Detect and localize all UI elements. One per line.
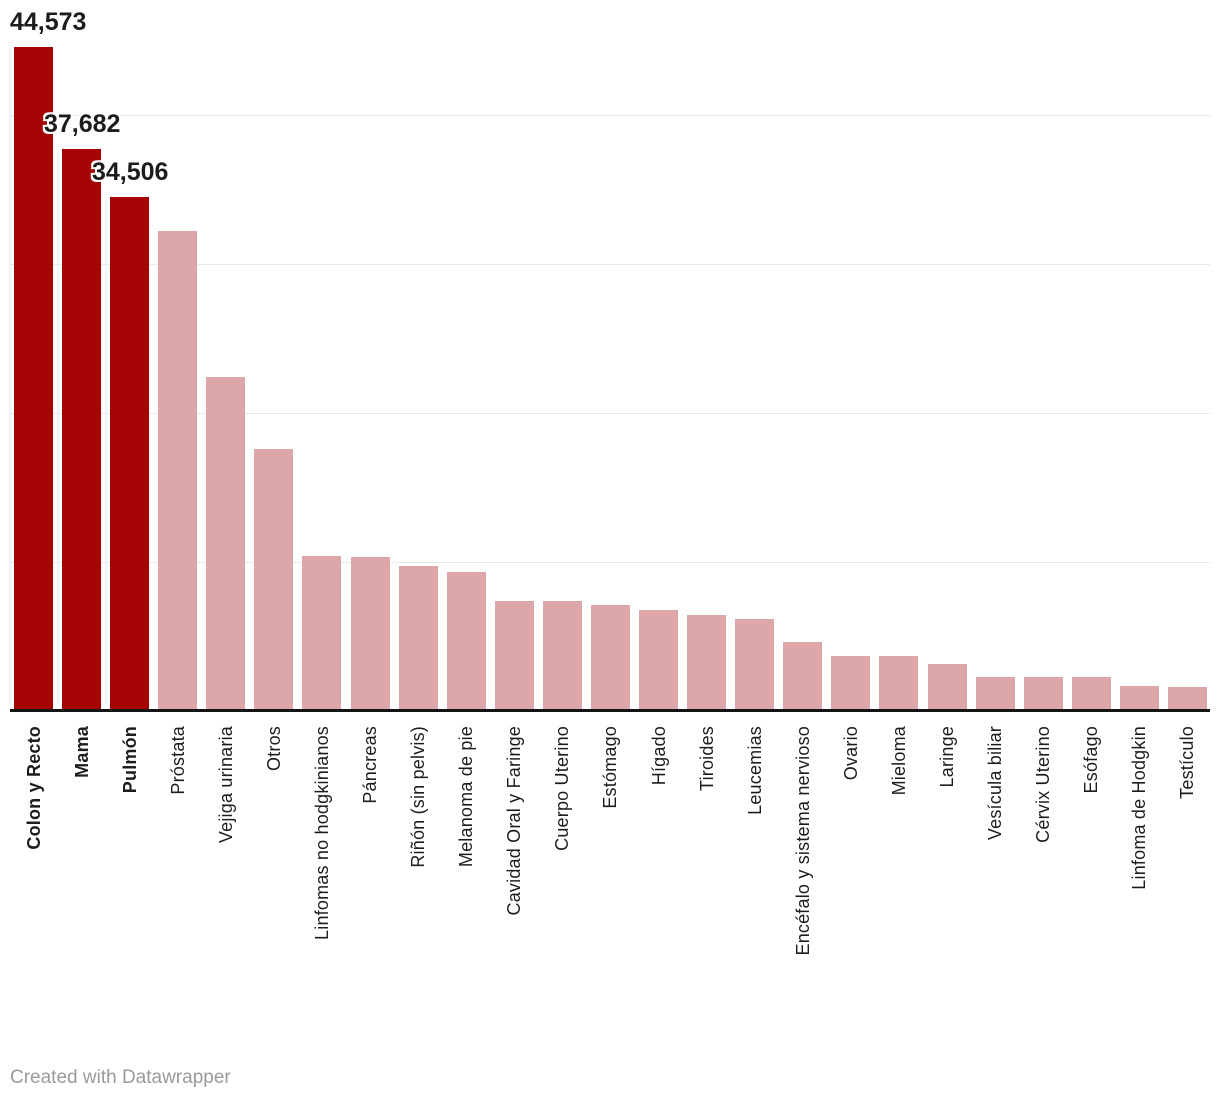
gridline-30000 — [10, 264, 1210, 265]
x-label-testículo: Testículo — [1177, 726, 1197, 799]
x-label-tiroides: Tiroides — [697, 726, 717, 791]
x-label-cérvix-uterino: Cérvix Uterino — [1033, 726, 1053, 843]
bar-cuerpo-uterino — [543, 601, 582, 711]
bar-mieloma — [879, 656, 918, 711]
bar-colon-y-recto — [14, 47, 53, 711]
bar-cavidad-oral-y-faringe — [495, 601, 534, 711]
bar-laringe — [928, 664, 967, 711]
x-label-páncreas: Páncreas — [360, 726, 380, 804]
bar-hígado — [639, 610, 678, 711]
x-label-linfomas-no-hodgkinianos: Linfomas no hodgkinianos — [312, 726, 332, 940]
x-label-pulmón: Pulmón — [120, 726, 140, 794]
bar-pulmón — [110, 197, 149, 711]
gridline-10000 — [10, 562, 1210, 563]
bar-leucemias — [735, 619, 774, 711]
bar-linfomas-no-hodgkinianos — [302, 556, 341, 711]
bar-páncreas — [351, 557, 390, 711]
x-label-vesícula-biliar: Vesícula biliar — [985, 726, 1005, 841]
gridline-40000 — [10, 115, 1210, 116]
x-label-esófago: Esófago — [1081, 726, 1101, 794]
x-label-colon-y-recto: Colon y Recto — [24, 726, 44, 850]
gridline-20000 — [10, 413, 1210, 414]
x-label-mama: Mama — [72, 726, 92, 778]
bar-linfoma-de-hodgkin — [1120, 686, 1159, 711]
value-label-pulmón: 34,506 — [92, 158, 169, 186]
value-label-colon-y-recto: 44,573 — [10, 8, 87, 36]
x-label-próstata: Próstata — [168, 726, 188, 795]
x-label-vejiga-urinaria: Vejiga urinaria — [216, 726, 236, 844]
value-label-mama: 37,682 — [44, 110, 121, 138]
bar-encéfalo-y-sistema-nervioso — [783, 642, 822, 711]
bar-melanoma-de-pie — [447, 572, 486, 711]
x-label-leucemias: Leucemias — [745, 726, 765, 815]
x-label-cavidad-oral-y-faringe: Cavidad Oral y Faringe — [504, 726, 524, 916]
bar-próstata — [158, 231, 197, 711]
x-label-encéfalo-y-sistema-nervioso: Encéfalo y sistema nervioso — [793, 726, 813, 956]
bar-tiroides — [687, 615, 726, 711]
x-axis-line — [10, 709, 1210, 712]
x-label-hígado: Hígado — [649, 726, 669, 786]
x-label-cuerpo-uterino: Cuerpo Uterino — [552, 726, 572, 851]
x-label-melanoma-de-pie: Melanoma de pie — [456, 726, 476, 868]
x-label-otros: Otros — [264, 726, 284, 772]
x-label-riñón-sin-pelvis-: Riñón (sin pelvis) — [408, 726, 428, 868]
bar-vejiga-urinaria — [206, 377, 245, 711]
datawrapper-credit[interactable]: Created with Datawrapper — [10, 1067, 231, 1088]
x-label-linfoma-de-hodgkin: Linfoma de Hodgkin — [1129, 726, 1149, 890]
x-label-laringe: Laringe — [937, 726, 957, 788]
x-label-ovario: Ovario — [841, 726, 861, 781]
bar-estómago — [591, 605, 630, 711]
bar-mama — [62, 149, 101, 711]
x-label-estómago: Estómago — [600, 726, 620, 809]
bar-otros — [254, 449, 293, 711]
chart-footer: Created with Datawrapper — [10, 1066, 231, 1090]
bar-testículo — [1168, 687, 1207, 711]
bar-vesícula-biliar — [976, 677, 1015, 711]
x-label-mieloma: Mieloma — [889, 726, 909, 796]
bar-ovario — [831, 656, 870, 711]
bar-esófago — [1072, 677, 1111, 711]
bar-riñón-sin-pelvis- — [399, 566, 438, 711]
bar-cérvix-uterino — [1024, 677, 1063, 711]
